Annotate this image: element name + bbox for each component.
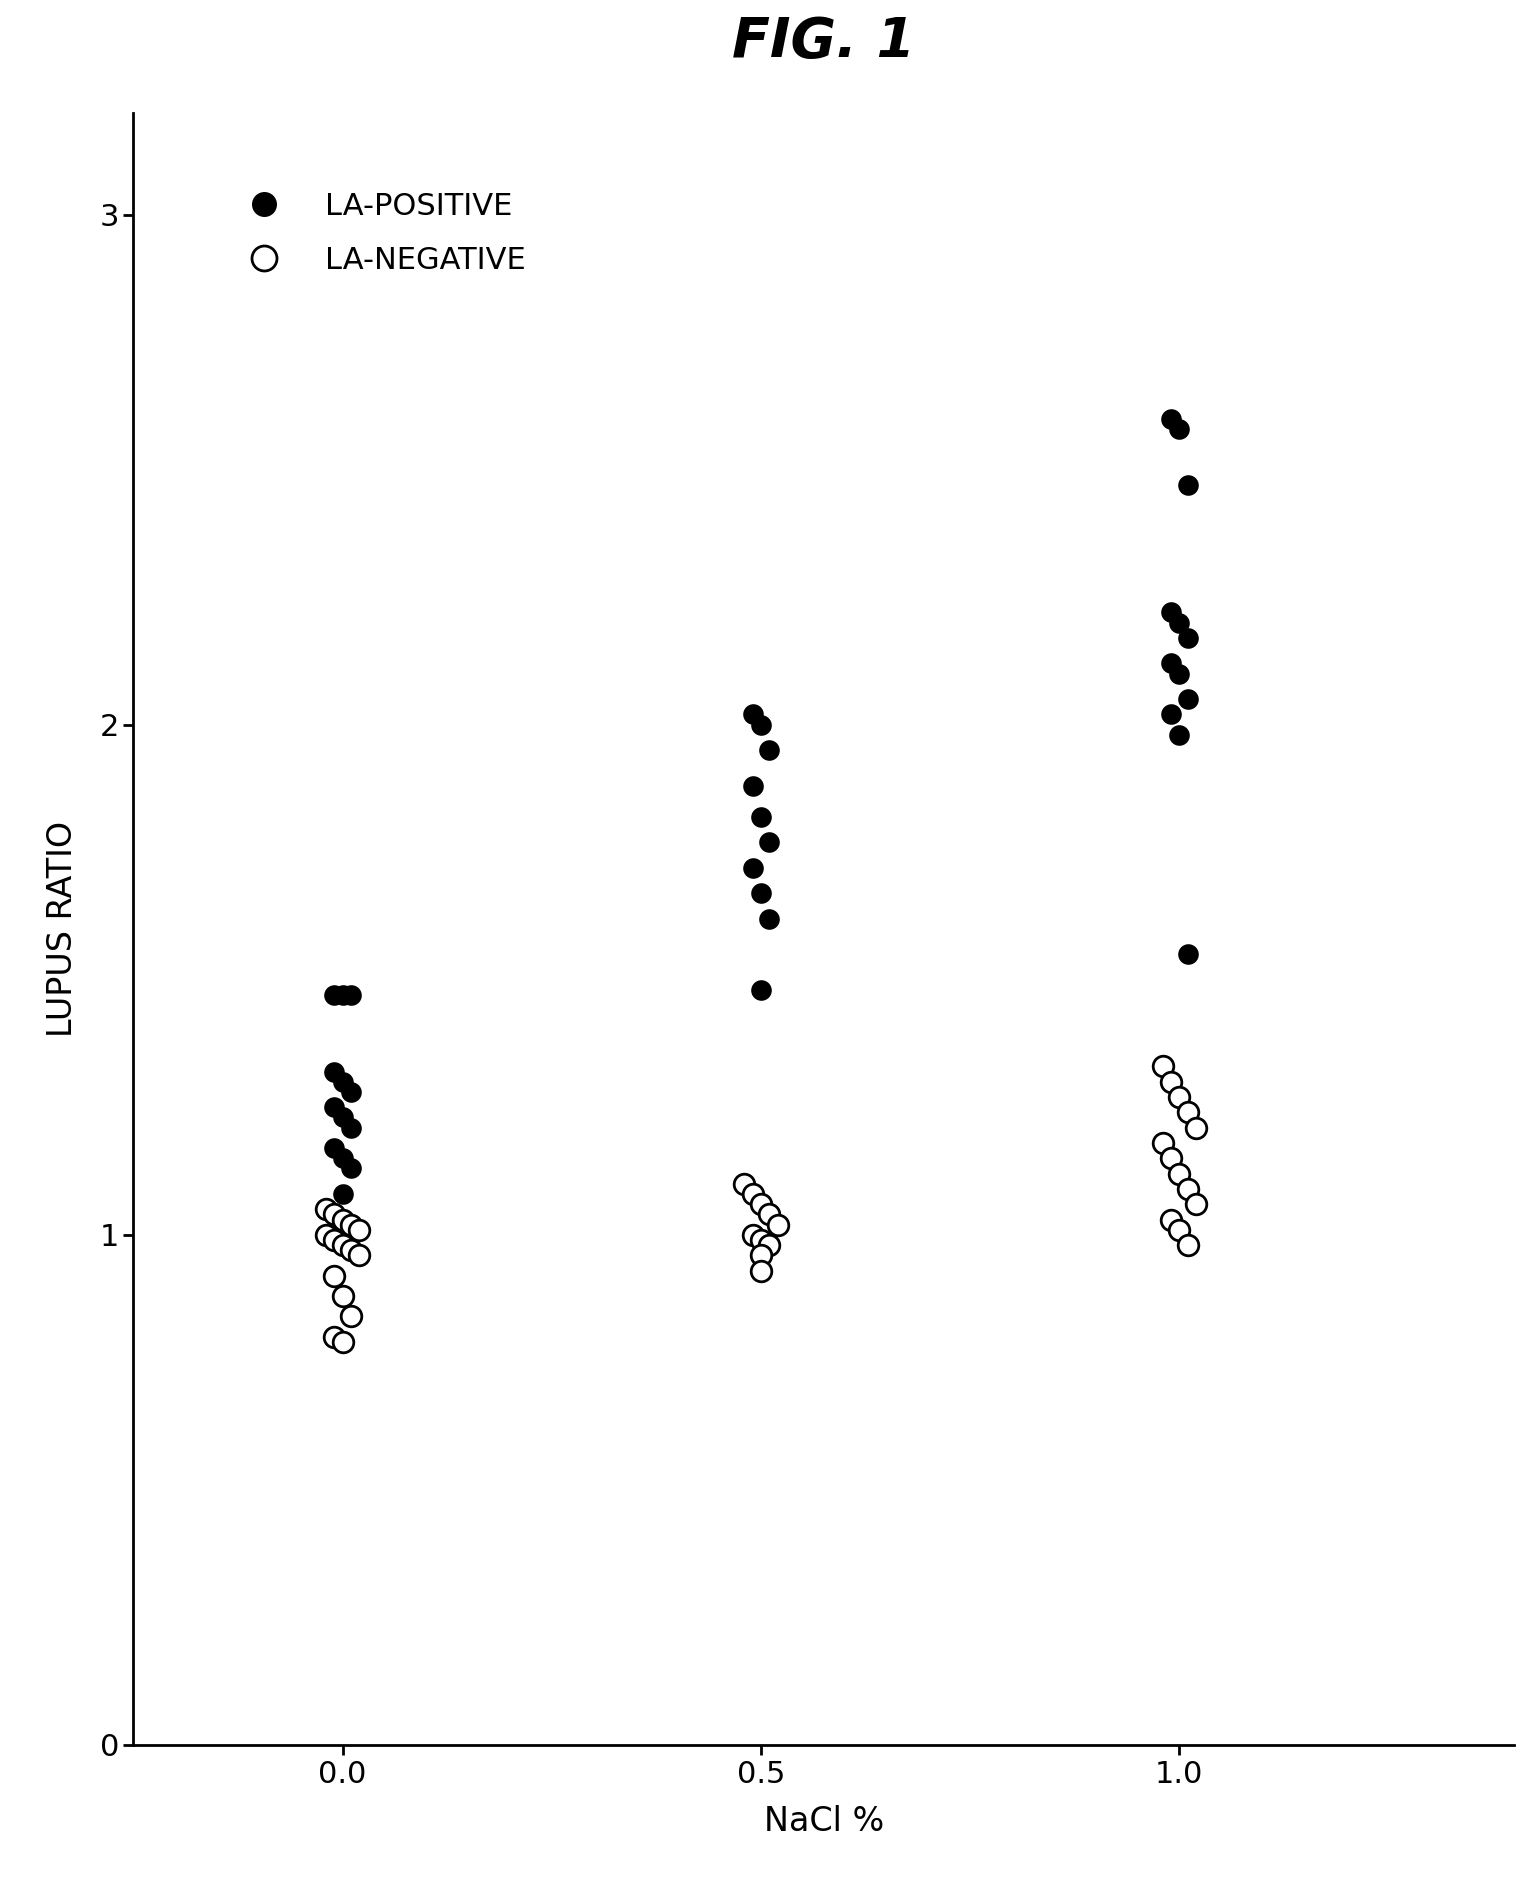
Point: [339, 1210, 364, 1240]
Point: [339, 1112, 364, 1142]
Point: [330, 1229, 355, 1259]
Point: [1167, 658, 1191, 688]
Point: [330, 1178, 355, 1208]
Point: [339, 1301, 364, 1331]
Point: [330, 1280, 355, 1310]
Point: [1159, 598, 1183, 628]
Point: [1167, 414, 1191, 444]
Point: [766, 1210, 790, 1240]
Point: [757, 1199, 781, 1229]
Point: [740, 1220, 764, 1250]
Point: [1159, 649, 1183, 679]
Point: [1167, 720, 1191, 751]
Point: [1159, 1067, 1183, 1097]
Legend: LA-POSITIVE, LA-NEGATIVE: LA-POSITIVE, LA-NEGATIVE: [217, 176, 541, 289]
Point: [749, 802, 774, 832]
Point: [740, 772, 764, 802]
Point: [1150, 1127, 1174, 1157]
Point: [1176, 685, 1200, 715]
Point: [1159, 403, 1183, 433]
Point: [1167, 607, 1191, 637]
Point: [1159, 700, 1183, 730]
Title: FIG. 1: FIG. 1: [732, 15, 916, 68]
Point: [740, 853, 764, 883]
Point: [1176, 940, 1200, 970]
Point: [323, 1093, 347, 1123]
Point: [339, 1235, 364, 1265]
Point: [347, 1214, 372, 1244]
Point: [757, 826, 781, 857]
Point: [1167, 1082, 1191, 1112]
Point: [330, 980, 355, 1010]
Point: [1176, 1229, 1200, 1259]
Point: [313, 1220, 338, 1250]
Point: [1176, 1174, 1200, 1205]
Point: [323, 1133, 347, 1163]
Point: [1176, 469, 1200, 499]
Point: [749, 877, 774, 908]
Point: [330, 1144, 355, 1174]
Point: [1167, 1159, 1191, 1189]
Point: [757, 904, 781, 934]
Point: [323, 1057, 347, 1087]
Point: [749, 709, 774, 739]
Point: [1176, 622, 1200, 652]
Point: [330, 1327, 355, 1358]
Point: [749, 1225, 774, 1256]
Point: [323, 1199, 347, 1229]
Point: [339, 1154, 364, 1184]
Point: [330, 1067, 355, 1097]
Point: [1183, 1112, 1208, 1142]
Point: [347, 1240, 372, 1271]
Point: [749, 976, 774, 1006]
Point: [330, 1205, 355, 1235]
Point: [757, 1229, 781, 1259]
Point: [330, 1102, 355, 1133]
Point: [1176, 1097, 1200, 1127]
Point: [323, 1322, 347, 1352]
Point: [1183, 1189, 1208, 1220]
Point: [339, 1076, 364, 1106]
Point: [732, 1169, 757, 1199]
Y-axis label: LUPUS RATIO: LUPUS RATIO: [46, 821, 78, 1036]
Point: [313, 1195, 338, 1225]
Point: [323, 1261, 347, 1292]
Point: [1159, 1205, 1183, 1235]
Point: [1159, 1144, 1183, 1174]
Point: [740, 700, 764, 730]
Point: [1150, 1051, 1174, 1082]
Point: [1167, 1214, 1191, 1244]
Point: [749, 1256, 774, 1286]
Point: [757, 736, 781, 766]
Point: [323, 980, 347, 1010]
Point: [740, 1178, 764, 1208]
Point: [749, 1189, 774, 1220]
X-axis label: NaCl %: NaCl %: [763, 1806, 884, 1838]
Point: [749, 1240, 774, 1271]
Point: [339, 980, 364, 1010]
Point: [323, 1225, 347, 1256]
